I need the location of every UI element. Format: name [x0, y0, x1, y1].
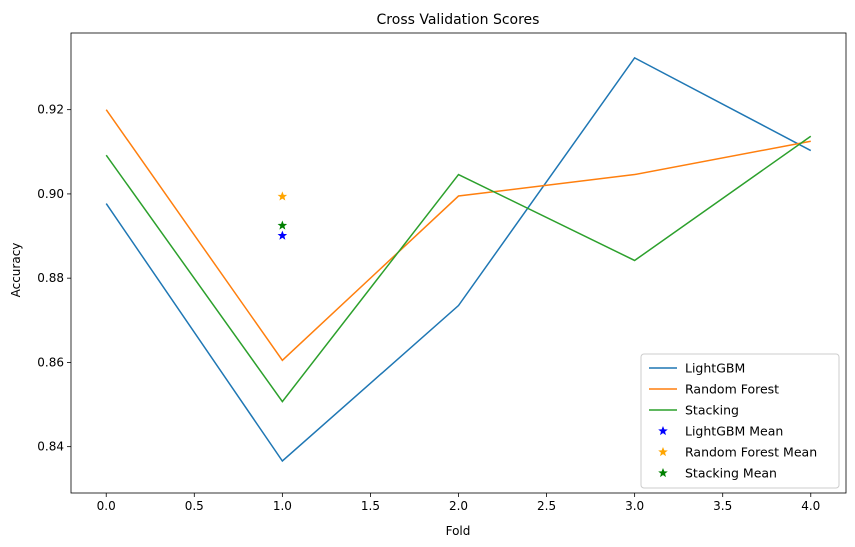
plot-area: 0.0 0.5 1.0 1.5 2.0 2.5 3.0 3.5 4.0 0.84 0.86 0.88 0… — [37, 32, 847, 513]
x-tick-label: 0.0 — [97, 499, 116, 513]
mean-marker-2 — [277, 220, 288, 230]
legend-label: Stacking — [685, 403, 739, 418]
x-tick-label: 3.5 — [713, 499, 732, 513]
y-tick-label: 0.92 — [37, 103, 64, 117]
x-tick-label: 4.0 — [801, 499, 820, 513]
series-line-2 — [105, 135, 812, 403]
legend-label: Stacking Mean — [685, 466, 777, 481]
y-axis-label: Accuracy — [9, 243, 23, 298]
legend-label: Random Forest — [685, 382, 779, 397]
mean-marker-1 — [277, 191, 288, 201]
x-tick-label: 2.5 — [537, 499, 556, 513]
y-tick-label: 0.90 — [37, 187, 64, 201]
y-tick-label: 0.84 — [37, 440, 64, 454]
chart-title: Cross Validation Scores — [377, 12, 540, 28]
x-tick-label: 0.5 — [185, 499, 204, 513]
x-tick-label: 1.0 — [273, 499, 292, 513]
legend-label: Random Forest Mean — [685, 445, 817, 460]
legend-star-swatch — [658, 467, 668, 478]
legend-star-swatch — [658, 425, 668, 436]
y-tick-label: 0.86 — [37, 355, 64, 369]
series-line-0 — [105, 56, 812, 463]
x-axis-label: Fold — [446, 524, 471, 538]
legend-label: LightGBM Mean — [685, 424, 783, 439]
series-line-1 — [105, 109, 811, 362]
x-tick-label: 2.0 — [449, 499, 468, 513]
legend-label: LightGBM — [685, 361, 745, 376]
y-tick-label: 0.88 — [37, 271, 64, 285]
mean-marker-0 — [277, 230, 288, 240]
x-tick-label: 1.5 — [361, 499, 380, 513]
legend-box — [640, 353, 840, 489]
legend-star-swatch — [658, 446, 668, 457]
x-tick-label: 3.0 — [625, 499, 644, 513]
